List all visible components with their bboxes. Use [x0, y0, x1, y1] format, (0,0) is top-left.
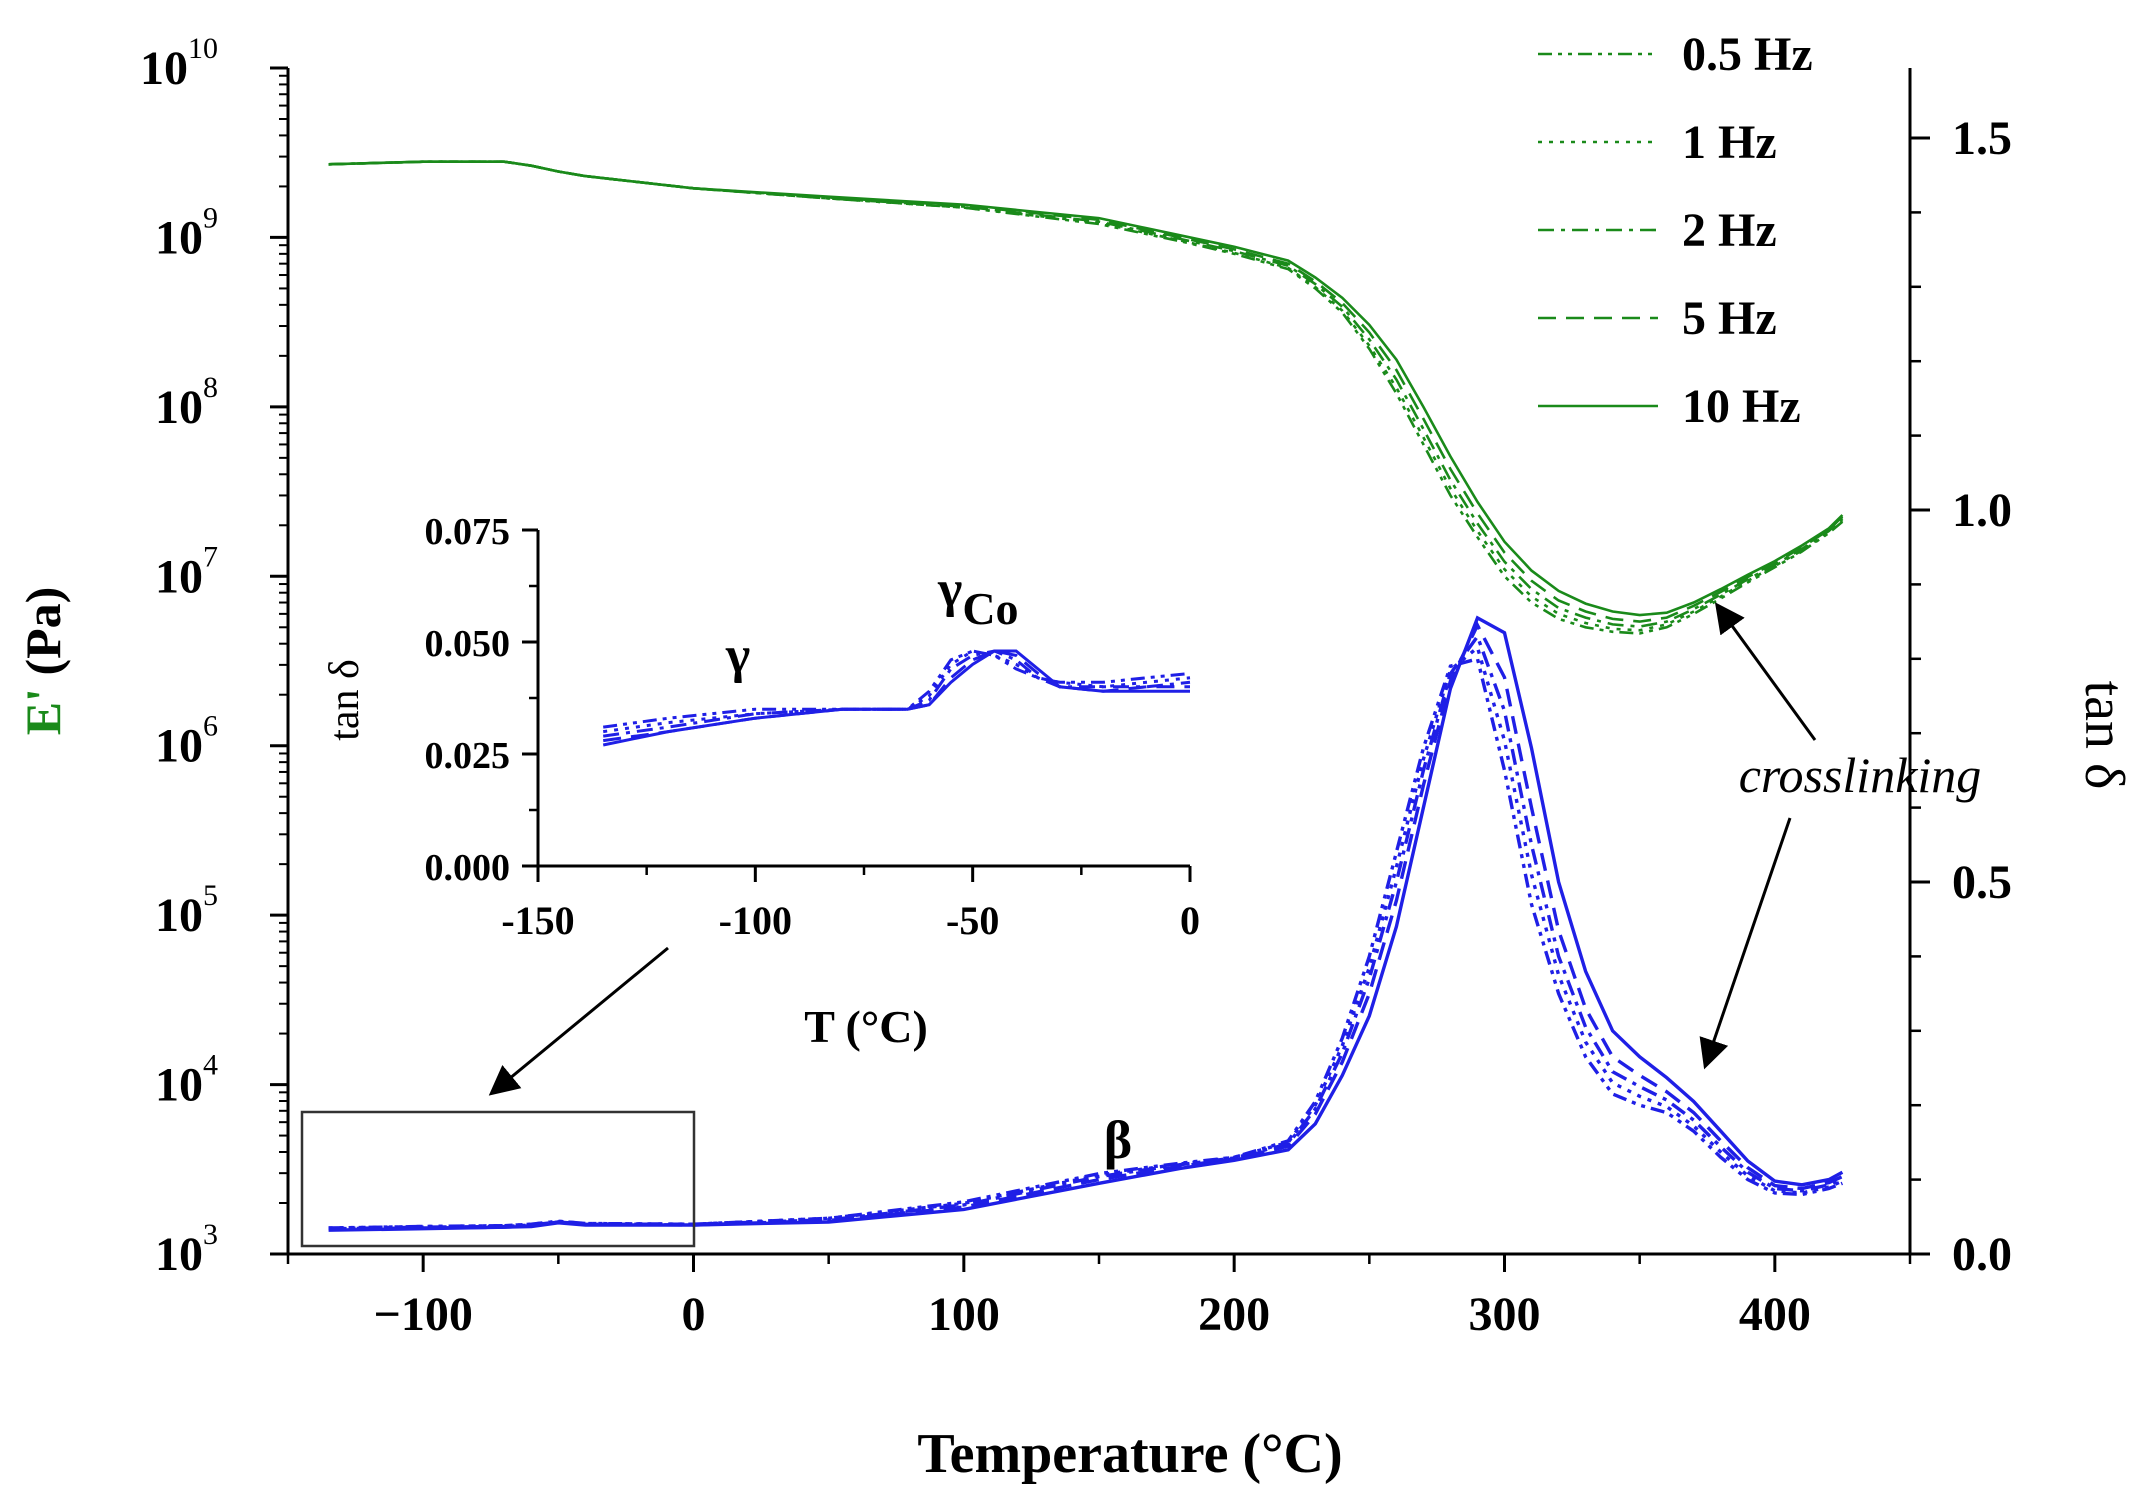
inset-tan-line [602, 649, 1190, 747]
gamma-co-annotation: γCo [937, 561, 1019, 634]
y-left-tick-label: 108 [155, 371, 218, 434]
y-right-tick-label: 0.0 [1952, 1228, 2012, 1281]
legend-label: 5 Hz [1682, 292, 1777, 345]
y-left-tick-base: 10 [155, 720, 203, 773]
legend-label: 2 Hz [1682, 204, 1777, 257]
y-right-tick-label: 0.5 [1952, 856, 2012, 909]
inset-x-tick-label: 0 [1180, 898, 1200, 943]
gamma-co-symbol: γ [937, 561, 962, 618]
gamma-annotation: γ [725, 627, 750, 684]
y-left-tick-label: 104 [155, 1049, 218, 1112]
x-tick-label: 300 [1469, 1288, 1541, 1341]
x-tick-label: 100 [928, 1288, 1000, 1341]
y-left-tick-label: 1010 [140, 32, 218, 95]
y-left-tick-exponent: 5 [203, 879, 218, 912]
inset-y-tick-label: 0.050 [425, 623, 511, 665]
y-left-label-symbol: E' [15, 688, 71, 735]
y-left-tick-label: 106 [155, 710, 218, 773]
y-left-tick-base: 10 [155, 1228, 203, 1281]
legend-label: 10 Hz [1682, 380, 1801, 433]
y-right-axis-title: tan δ [2073, 681, 2135, 790]
legend-label: 1 Hz [1682, 116, 1777, 169]
y-left-tick-base: 10 [155, 211, 203, 264]
y-left-tick-label: 109 [155, 201, 218, 264]
y-left-tick-exponent: 9 [203, 201, 218, 234]
eprime-line-05hz [328, 160, 1844, 635]
inset-ticks: -150 -100 -50 0 0.000 0.025 0.050 0.075 [425, 511, 1201, 943]
inset-tan-delta-curves [602, 649, 1191, 747]
zoom-region-box [300, 1110, 696, 1248]
crosslinking-annotation: crosslinking [1739, 747, 1982, 803]
inset-tan-line [602, 649, 1191, 738]
y-left-tick-base: 10 [140, 42, 188, 95]
x-tick-label: −100 [373, 1288, 472, 1341]
y-left-tick-base: 10 [155, 1059, 203, 1112]
main-axis-ticks: −100 0 100 200 300 40010310410510610710810910… [140, 32, 2012, 1341]
inset-x-axis-title: T (°C) [804, 1001, 928, 1052]
inset-y-tick-label: 0.025 [425, 735, 511, 777]
eprime-line-1hz [328, 160, 1844, 632]
crosslinking-arrow-up [1714, 602, 1817, 741]
x-tick-label: 200 [1198, 1288, 1270, 1341]
inset-y-axis-title: tan δ [322, 659, 368, 741]
y-right-tick-label: 1.5 [1952, 112, 2012, 165]
y-left-tick-exponent: 3 [203, 1218, 218, 1251]
y-left-tick-exponent: 4 [203, 1049, 218, 1082]
tan-delta-curves [328, 615, 1844, 1232]
gamma-co-subscript: Co [962, 583, 1018, 634]
y-left-tick-label: 105 [155, 879, 218, 942]
eprime-line-2hz [328, 160, 1844, 628]
inset-tan-line [602, 649, 1191, 729]
legend: 0.5 Hz 1 Hz 2 Hz 5 Hz 10 Hz [1538, 28, 1813, 433]
y-left-tick-base: 10 [155, 550, 203, 603]
y-left-tick-exponent: 6 [203, 710, 218, 743]
y-left-tick-base: 10 [155, 381, 203, 434]
y-left-tick-label: 107 [155, 540, 218, 603]
inset-x-tick-label: -50 [946, 898, 999, 943]
beta-annotation: β [1104, 1110, 1132, 1170]
x-tick-label: 0 [682, 1288, 706, 1341]
inset-x-tick-label: -150 [501, 898, 574, 943]
x-tick-label: 400 [1739, 1288, 1811, 1341]
y-left-tick-exponent: 8 [203, 371, 218, 404]
y-left-tick-exponent: 10 [188, 32, 218, 65]
inset-y-tick-label: 0.075 [425, 511, 511, 553]
y-left-tick-exponent: 7 [203, 540, 218, 573]
y-left-label-unit: (Pa) [15, 587, 71, 688]
y-left-tick-label: 103 [155, 1218, 218, 1281]
y-left-tick-base: 10 [155, 889, 203, 942]
inset-y-tick-label: 0.000 [425, 847, 511, 889]
legend-label: 0.5 Hz [1682, 28, 1813, 81]
storage-modulus-curves [328, 160, 1844, 635]
y-left-axis-title: E' (Pa) [15, 587, 71, 736]
tan-line-10hz [328, 615, 1844, 1232]
eprime-line-10hz [328, 160, 1844, 617]
inset-x-tick-label: -100 [719, 898, 792, 943]
y-right-tick-label: 1.0 [1952, 484, 2012, 537]
crosslinking-arrow-down [1699, 817, 1792, 1070]
x-axis-title: Temperature (°C) [917, 1423, 1342, 1485]
inset-pointer-arrow [488, 946, 669, 1096]
tan-line-05hz [328, 656, 1844, 1230]
